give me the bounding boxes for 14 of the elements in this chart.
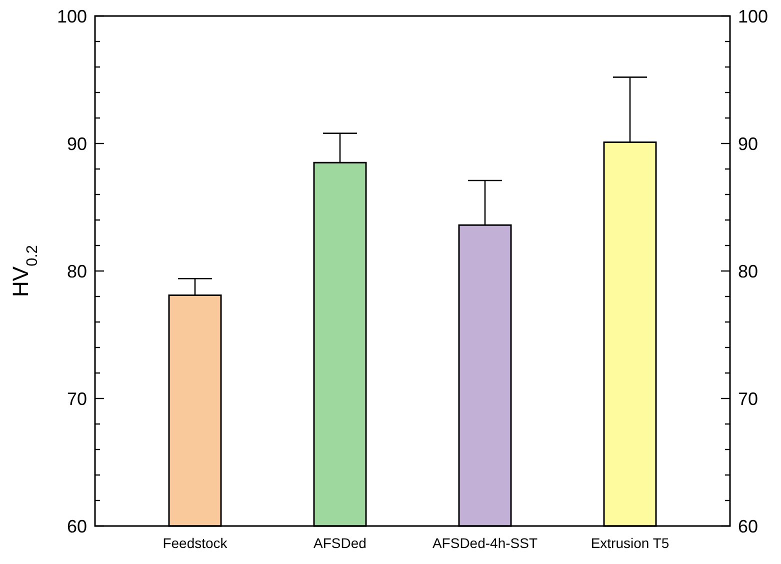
y-tick-label: 90 [66, 134, 87, 154]
y-tick-label: 70 [66, 388, 87, 409]
y2-tick-label: 100 [738, 6, 768, 26]
x-tick-label: AFSDed-4h-SST [432, 535, 538, 551]
y-tick-label: 100 [56, 6, 87, 26]
y-tick-label: 60 [66, 516, 87, 536]
x-tick-label: Feedstock [162, 535, 228, 551]
y2-tick-label: 70 [738, 388, 758, 409]
x-tick-label: AFSDed [314, 535, 366, 551]
y2-tick-label: 90 [738, 134, 758, 154]
y2-tick-label: 60 [738, 516, 758, 536]
y-tick-label: 80 [66, 261, 87, 282]
x-tick-label: Extrusion T5 [590, 535, 670, 551]
y2-tick-label: 80 [738, 261, 758, 282]
